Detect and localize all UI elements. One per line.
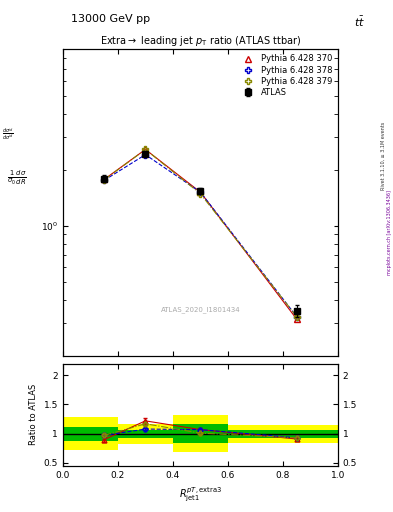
Line: Pythia 6.428 378: Pythia 6.428 378 bbox=[101, 152, 299, 319]
Pythia 6.428 379 bbox=[102, 177, 107, 183]
Pythia 6.428 379 bbox=[198, 190, 203, 197]
Pythia 6.428 379 bbox=[143, 146, 148, 153]
Pythia 6.428 378 bbox=[102, 177, 107, 183]
Pythia 6.428 378 bbox=[198, 189, 203, 195]
Pythia 6.428 379 bbox=[294, 313, 299, 319]
X-axis label: $R_{\rm jet1}^{pT,{\rm extra3}}$: $R_{\rm jet1}^{pT,{\rm extra3}}$ bbox=[179, 485, 222, 504]
Text: 13000 GeV pp: 13000 GeV pp bbox=[71, 14, 150, 25]
Text: mcplots.cern.ch [arXiv:1306.3436]: mcplots.cern.ch [arXiv:1306.3436] bbox=[387, 190, 392, 275]
Pythia 6.428 370 bbox=[294, 316, 299, 322]
Pythia 6.428 370 bbox=[143, 146, 148, 153]
Text: $t\bar{t}$: $t\bar{t}$ bbox=[354, 14, 365, 29]
Y-axis label: Ratio to ATLAS: Ratio to ATLAS bbox=[29, 384, 38, 445]
Title: Extra$\rightarrow$ leading jet $p_{\rm T}$ ratio (ATLAS ttbar): Extra$\rightarrow$ leading jet $p_{\rm T… bbox=[100, 34, 301, 49]
Text: Rivet 3.1.10, ≥ 3.1M events: Rivet 3.1.10, ≥ 3.1M events bbox=[381, 122, 386, 190]
Text: $\frac{d\sigma^{id}}{d\sigma^{id}}$: $\frac{d\sigma^{id}}{d\sigma^{id}}$ bbox=[2, 126, 14, 143]
Text: ATLAS_2020_I1801434: ATLAS_2020_I1801434 bbox=[161, 306, 240, 313]
Pythia 6.428 378 bbox=[143, 152, 148, 158]
Line: Pythia 6.428 379: Pythia 6.428 379 bbox=[101, 147, 299, 319]
Pythia 6.428 370 bbox=[102, 176, 107, 182]
Legend: Pythia 6.428 370, Pythia 6.428 378, Pythia 6.428 379, ATLAS: Pythia 6.428 370, Pythia 6.428 378, Pyth… bbox=[237, 53, 334, 98]
Pythia 6.428 370 bbox=[198, 189, 203, 195]
Pythia 6.428 378 bbox=[294, 313, 299, 319]
Line: Pythia 6.428 370: Pythia 6.428 370 bbox=[101, 147, 299, 322]
Text: $\frac{1}{\sigma_0}\frac{d\sigma}{dR}$: $\frac{1}{\sigma_0}\frac{d\sigma}{dR}$ bbox=[7, 168, 27, 187]
